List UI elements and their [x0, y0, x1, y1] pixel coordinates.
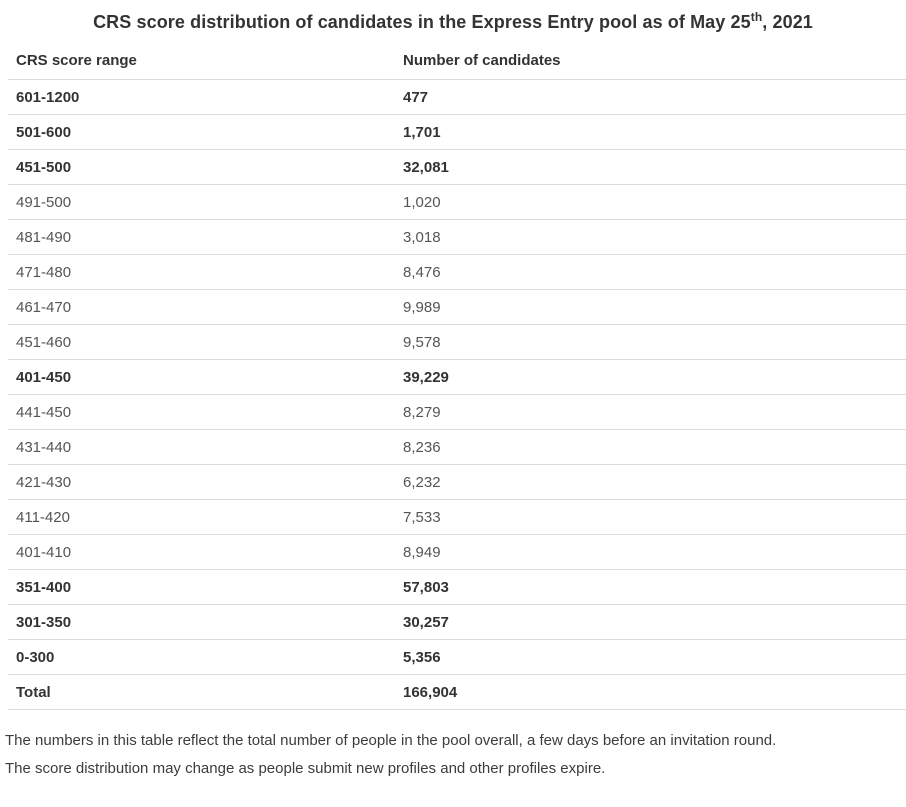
crs-score-table: CRS score range Number of candidates 601…	[8, 48, 906, 710]
score-range-cell: 431-440	[8, 429, 395, 465]
candidate-count-cell: 7,533	[395, 499, 906, 535]
table-row: 441-450 8,279	[8, 394, 906, 430]
page-title-suffix: , 2021	[762, 12, 813, 32]
candidate-count-cell: 8,236	[395, 429, 906, 465]
page-title: CRS score distribution of candidates in …	[0, 10, 906, 33]
candidate-count-cell: 9,578	[395, 324, 906, 360]
score-range-cell: 501-600	[8, 114, 395, 150]
score-range-cell: 0-300	[8, 639, 395, 675]
table-row: 431-440 8,236	[8, 429, 906, 465]
score-range-cell: 451-460	[8, 324, 395, 360]
candidate-count-cell: 39,229	[395, 359, 906, 395]
score-range-cell: 401-410	[8, 534, 395, 570]
score-range-cell: 461-470	[8, 289, 395, 325]
candidate-count-cell: 477	[395, 79, 906, 115]
table-row: 481-490 3,018	[8, 219, 906, 255]
table-row: Total 166,904	[8, 674, 906, 710]
candidate-count-cell: 57,803	[395, 569, 906, 605]
table-row: 0-300 5,356	[8, 639, 906, 675]
footnote-line-1: The numbers in this table reflect the to…	[5, 732, 777, 749]
score-range-cell: 451-500	[8, 149, 395, 185]
candidate-count-cell: 8,949	[395, 534, 906, 570]
table-row: 401-450 39,229	[8, 359, 906, 395]
score-range-cell: 441-450	[8, 394, 395, 430]
table-row: 451-460 9,578	[8, 324, 906, 360]
candidate-count-cell: 1,701	[395, 114, 906, 150]
score-range-cell: 601-1200	[8, 79, 395, 115]
table-row: 601-1200 477	[8, 79, 906, 115]
score-range-cell: Total	[8, 674, 395, 710]
table-row: 461-470 9,989	[8, 289, 906, 325]
score-range-cell: 471-480	[8, 254, 395, 290]
column-header-score-range: CRS score range	[8, 48, 395, 80]
candidate-count-cell: 1,020	[395, 184, 906, 220]
page: CRS score distribution of candidates in …	[0, 10, 906, 783]
table-row: 501-600 1,701	[8, 114, 906, 150]
candidate-count-cell: 166,904	[395, 674, 906, 710]
footnote: The numbers in this table reflect the to…	[5, 727, 906, 783]
footnote-line-2: The score distribution may change as peo…	[5, 760, 606, 777]
table-row: 401-410 8,949	[8, 534, 906, 570]
candidate-count-cell: 6,232	[395, 464, 906, 500]
column-header-candidates: Number of candidates	[395, 48, 906, 80]
table-body: 601-1200 477 501-600 1,701 451-500 32,081 491-…	[8, 79, 906, 710]
score-range-cell: 401-450	[8, 359, 395, 395]
candidate-count-cell: 8,476	[395, 254, 906, 290]
page-title-superscript: th	[750, 10, 763, 24]
table-row: 351-400 57,803	[8, 569, 906, 605]
table-row: 471-480 8,476	[8, 254, 906, 290]
score-range-cell: 421-430	[8, 464, 395, 500]
candidate-count-cell: 9,989	[395, 289, 906, 325]
page-title-main: CRS score distribution of candidates in …	[93, 12, 751, 32]
table-row: 411-420 7,533	[8, 499, 906, 535]
candidate-count-cell: 8,279	[395, 394, 906, 430]
table-row: 421-430 6,232	[8, 464, 906, 500]
score-range-cell: 411-420	[8, 499, 395, 535]
candidate-count-cell: 5,356	[395, 639, 906, 675]
candidate-count-cell: 30,257	[395, 604, 906, 640]
table-row: 491-500 1,020	[8, 184, 906, 220]
table-row: 451-500 32,081	[8, 149, 906, 185]
score-range-cell: 481-490	[8, 219, 395, 255]
score-range-cell: 491-500	[8, 184, 395, 220]
candidate-count-cell: 3,018	[395, 219, 906, 255]
table-header-row: CRS score range Number of candidates	[8, 48, 906, 80]
score-range-cell: 301-350	[8, 604, 395, 640]
score-range-cell: 351-400	[8, 569, 395, 605]
candidate-count-cell: 32,081	[395, 149, 906, 185]
table-row: 301-350 30,257	[8, 604, 906, 640]
